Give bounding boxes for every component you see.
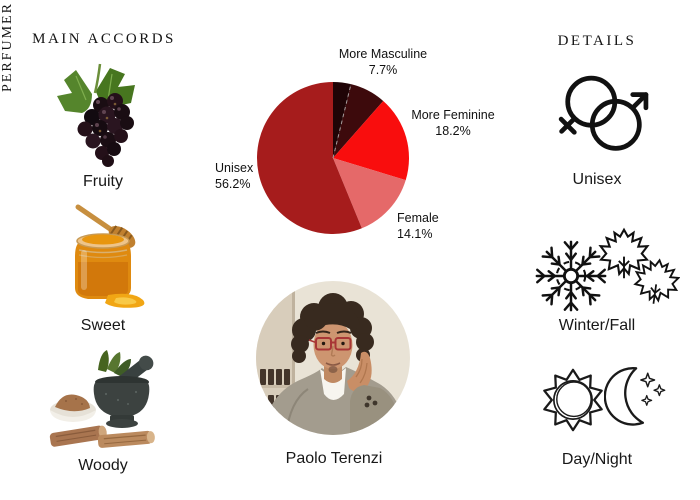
- pie-slice-more-masculine: [333, 84, 384, 158]
- detail-label-unisex: Unisex: [572, 171, 622, 188]
- pie-label-unisex: Unisex 56.2%: [215, 161, 295, 192]
- pie-label-text: More Masculine: [338, 47, 428, 61]
- mortar-pestle-sandalwood-image: [49, 350, 155, 448]
- male-female-symbols-icon: [558, 75, 649, 151]
- pie-slice-female: [333, 158, 406, 229]
- pie-label-text: Female: [397, 211, 439, 225]
- accord-label-woody: Woody: [78, 457, 128, 474]
- honey-jar-image: [75, 204, 145, 308]
- pie-label-text: More Feminine: [411, 108, 495, 122]
- perfumer-heading: PERFUMER: [0, 2, 15, 93]
- pie-slice-unisex: [257, 82, 362, 235]
- pie-slice-boundary-dashed-line: [332, 84, 352, 159]
- pie-label-pct: 14.1%: [397, 226, 433, 241]
- gender-pie-chart: [257, 82, 410, 235]
- accord-label-fruity: Fruity: [83, 173, 123, 190]
- pie-label-pct: 18.2%: [435, 123, 471, 138]
- maple-leaf-icon: [598, 227, 650, 279]
- pie-slice-more-feminine: [333, 100, 410, 181]
- accord-label-sweet: Sweet: [80, 317, 126, 334]
- pie-label-more-feminine: More Feminine 18.2%: [392, 108, 514, 139]
- pie-label-pct: 7.7%: [368, 62, 398, 77]
- details-heading: DETAILS: [557, 33, 637, 49]
- main-accords-heading: MAIN ACCORDS: [32, 31, 176, 47]
- sun-icon: [543, 368, 603, 432]
- detail-label-winter-fall: Winter/Fall: [558, 317, 636, 334]
- blackcurrants-image: [57, 63, 135, 167]
- maple-leaf-icon: [633, 258, 680, 304]
- pie-label-more-masculine: More Masculine 7.7%: [323, 47, 443, 78]
- perfumer-photo: [256, 281, 410, 435]
- snowflake-icon: [535, 240, 607, 312]
- pie-label-female: Female 14.1%: [397, 211, 477, 242]
- pie-label-text: Unisex: [215, 161, 254, 175]
- detail-label-day-night: Day/Night: [561, 451, 633, 468]
- moon-icon: [604, 367, 666, 426]
- pie-label-pct: 56.2%: [215, 176, 251, 191]
- perfumer-name: Paolo Terenzi: [285, 450, 383, 467]
